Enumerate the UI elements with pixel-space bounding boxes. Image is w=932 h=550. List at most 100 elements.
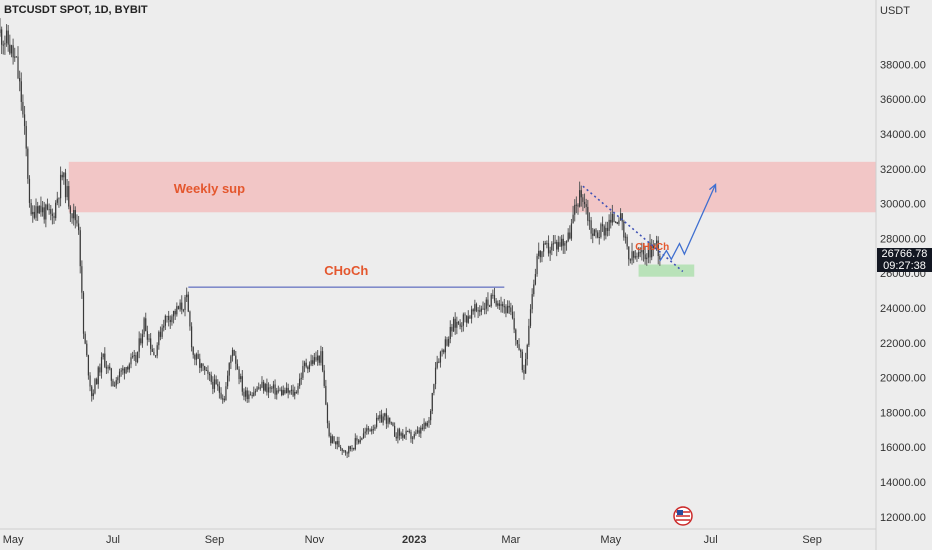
candle-body [220, 392, 222, 399]
candle-body [161, 327, 163, 337]
candle-body [475, 304, 478, 311]
candle-body [312, 360, 314, 364]
candle-body [164, 315, 166, 326]
candle-body [97, 367, 99, 385]
candle-body [371, 429, 373, 432]
weekly-zone-label: Weekly sup [174, 181, 245, 196]
candle-body [33, 211, 35, 218]
candle-body [423, 422, 425, 430]
candle-body [567, 232, 569, 242]
candle-body [572, 214, 574, 224]
candle-body [315, 357, 317, 361]
candle-body [341, 448, 343, 451]
candle-body [416, 430, 419, 433]
candle-body [551, 243, 553, 251]
candle-body [266, 383, 268, 393]
candle-body [348, 446, 350, 454]
candle-body [434, 367, 437, 385]
candle-body [292, 389, 294, 396]
candle-body [172, 310, 175, 317]
candle-body [443, 350, 445, 353]
candle-body [335, 441, 337, 445]
projection-path [659, 184, 717, 262]
candle-body [361, 438, 363, 440]
candle-body [87, 355, 90, 376]
candle-body [132, 356, 134, 358]
us-flag-icon[interactable] [673, 506, 693, 526]
y-tick-label: 14000.00 [880, 477, 926, 489]
candle-body [470, 309, 473, 319]
candle-body [110, 368, 112, 381]
candle-body [369, 429, 371, 432]
candle-body [48, 209, 50, 211]
candle-body [357, 440, 360, 443]
candle-body [313, 357, 315, 364]
candle-body [1, 29, 3, 45]
candle-body [502, 304, 504, 307]
candle-body [282, 390, 284, 396]
candle-body [123, 368, 126, 374]
candle-body [538, 250, 540, 257]
candle-body [521, 351, 523, 370]
projection-arrowhead [709, 183, 717, 193]
candle-body [636, 256, 638, 258]
candle-body [263, 381, 265, 391]
candle-body [446, 339, 448, 346]
candle-body [490, 294, 492, 307]
candle-body [171, 316, 173, 323]
candle-body [397, 429, 399, 439]
candle-body [145, 318, 147, 332]
candle-body [624, 236, 627, 238]
candle-body [531, 294, 533, 310]
candle-body [500, 304, 502, 306]
candles-layer [0, 18, 661, 459]
candle-body [290, 389, 293, 391]
candle-body [76, 220, 78, 224]
candle-body [366, 428, 368, 432]
candle-body [35, 206, 37, 218]
candle-body [233, 350, 235, 356]
candle-body [637, 252, 640, 257]
candle-body [5, 30, 8, 44]
candle-body [362, 433, 365, 439]
candle-body [17, 56, 19, 79]
candle-body [498, 303, 501, 306]
candle-body [195, 354, 198, 360]
candle-body [582, 197, 584, 202]
candle-body [153, 351, 155, 356]
candle-body [14, 56, 16, 58]
candle-body [264, 383, 266, 391]
candle-body [150, 338, 152, 349]
candle-body [208, 373, 211, 376]
candle-body [305, 362, 307, 367]
candle-body [117, 377, 119, 381]
candle-body [647, 242, 650, 258]
candle-body [99, 367, 101, 373]
y-tick-label: 34000.00 [880, 129, 926, 141]
candle-body [610, 219, 612, 223]
candle-body [146, 331, 148, 340]
candle-body [127, 367, 129, 370]
candle-body [158, 331, 160, 346]
candle-body [269, 387, 271, 389]
candle-body [633, 251, 635, 258]
candle-body [464, 314, 466, 316]
candle-body [92, 393, 94, 397]
candle-body [354, 438, 356, 450]
candle-body [81, 266, 83, 293]
candle-body [497, 303, 499, 306]
candle-body [375, 417, 378, 427]
candle-body [420, 427, 422, 434]
candle-body [462, 314, 464, 326]
candle-body [187, 294, 189, 312]
candle-body [323, 370, 325, 386]
time-axis[interactable]: May Jul Sep Nov 2023 Mar May Jul Sep [3, 534, 822, 546]
candle-body [439, 351, 442, 363]
candle-body [644, 254, 646, 260]
candle-body [256, 387, 258, 392]
candle-body [176, 306, 178, 315]
candle-body [285, 387, 288, 394]
candle-body [451, 326, 453, 332]
y-tick-label: 22000.00 [880, 338, 926, 350]
